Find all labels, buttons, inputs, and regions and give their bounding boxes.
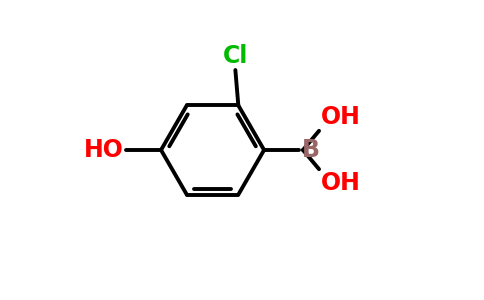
- Text: HO: HO: [84, 138, 124, 162]
- Text: B: B: [302, 138, 320, 162]
- Text: OH: OH: [320, 105, 361, 129]
- Text: OH: OH: [320, 171, 361, 195]
- Text: Cl: Cl: [223, 44, 248, 68]
